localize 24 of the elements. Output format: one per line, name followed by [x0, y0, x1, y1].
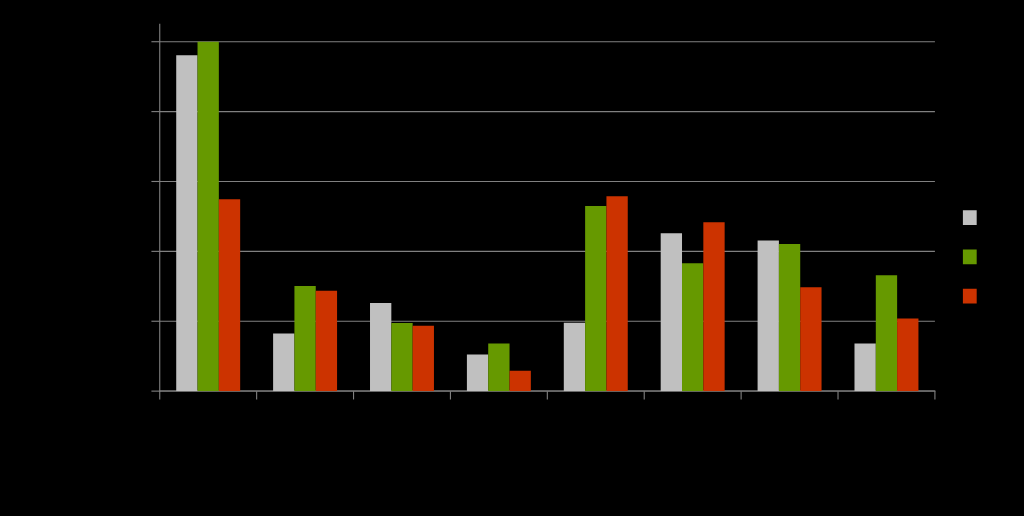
bar	[509, 370, 531, 392]
bar	[176, 55, 198, 392]
bar	[703, 222, 725, 392]
bar	[370, 303, 392, 392]
bar	[412, 325, 434, 392]
bar	[391, 322, 413, 392]
bar	[585, 205, 607, 392]
bar	[218, 199, 241, 392]
bar	[294, 285, 316, 392]
bar	[778, 244, 801, 392]
bar	[466, 354, 489, 392]
bar	[875, 275, 898, 392]
bar	[800, 287, 822, 392]
bar	[197, 41, 219, 392]
bar	[897, 318, 919, 392]
bar	[273, 333, 295, 392]
bar	[606, 196, 628, 392]
bar	[854, 343, 876, 392]
bar	[757, 240, 779, 392]
bar	[315, 290, 338, 392]
bar	[660, 233, 683, 392]
bar	[682, 263, 704, 392]
bar	[488, 343, 510, 392]
bar	[563, 322, 586, 392]
